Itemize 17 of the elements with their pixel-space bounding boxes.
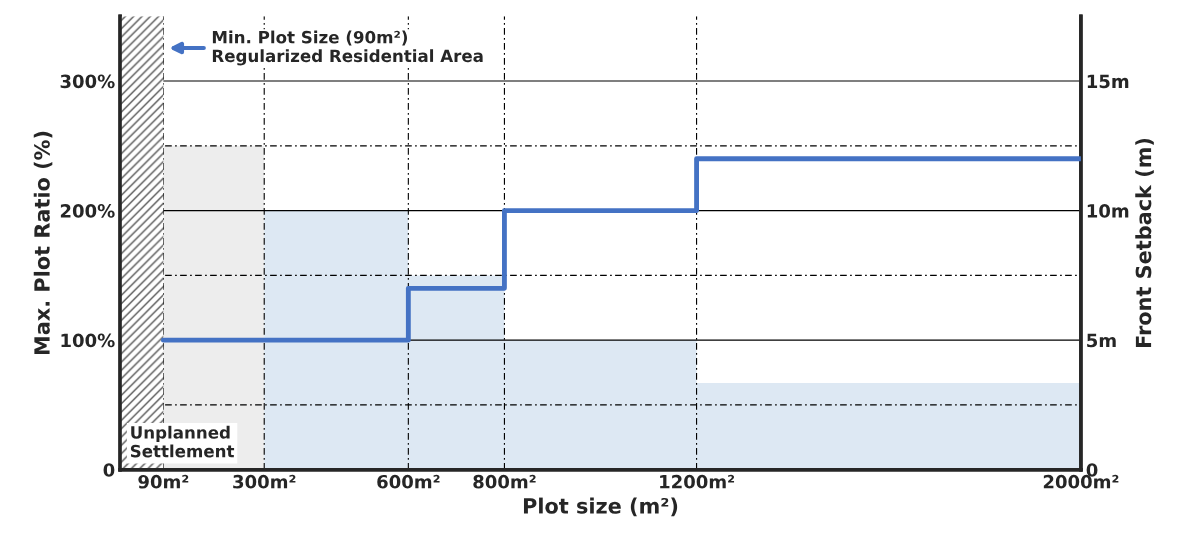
y-axis-title: Max. Plot Ratio (%)	[33, 131, 53, 355]
y-tick-label: 300%	[60, 74, 115, 89]
annotation: Min. Plot Size (90m²) Regularized Residential Area	[212, 30, 483, 66]
band-label: Unplanned Settlement	[130, 425, 235, 458]
x-tick-label: 1200m²	[660, 474, 735, 489]
x-tick-label: 90m²	[138, 474, 189, 489]
x-tick-label: 800m²	[473, 474, 536, 489]
y-tick-label: 0	[103, 463, 115, 477]
x-tick-label: 300m²	[233, 474, 296, 489]
y2-tick-label: 15m	[1087, 74, 1129, 89]
y2-tick-label: 10m	[1087, 204, 1129, 218]
x-axis-title: Plot size (m²)	[523, 497, 678, 517]
x-tick-label: 600m²	[377, 474, 440, 489]
y2-axis-title: Front Setback (m)	[1135, 138, 1154, 347]
y-tick-label: 100%	[61, 333, 115, 348]
y-tick-label: 200%	[60, 204, 115, 218]
y2-tick-label: 5m	[1087, 333, 1116, 348]
